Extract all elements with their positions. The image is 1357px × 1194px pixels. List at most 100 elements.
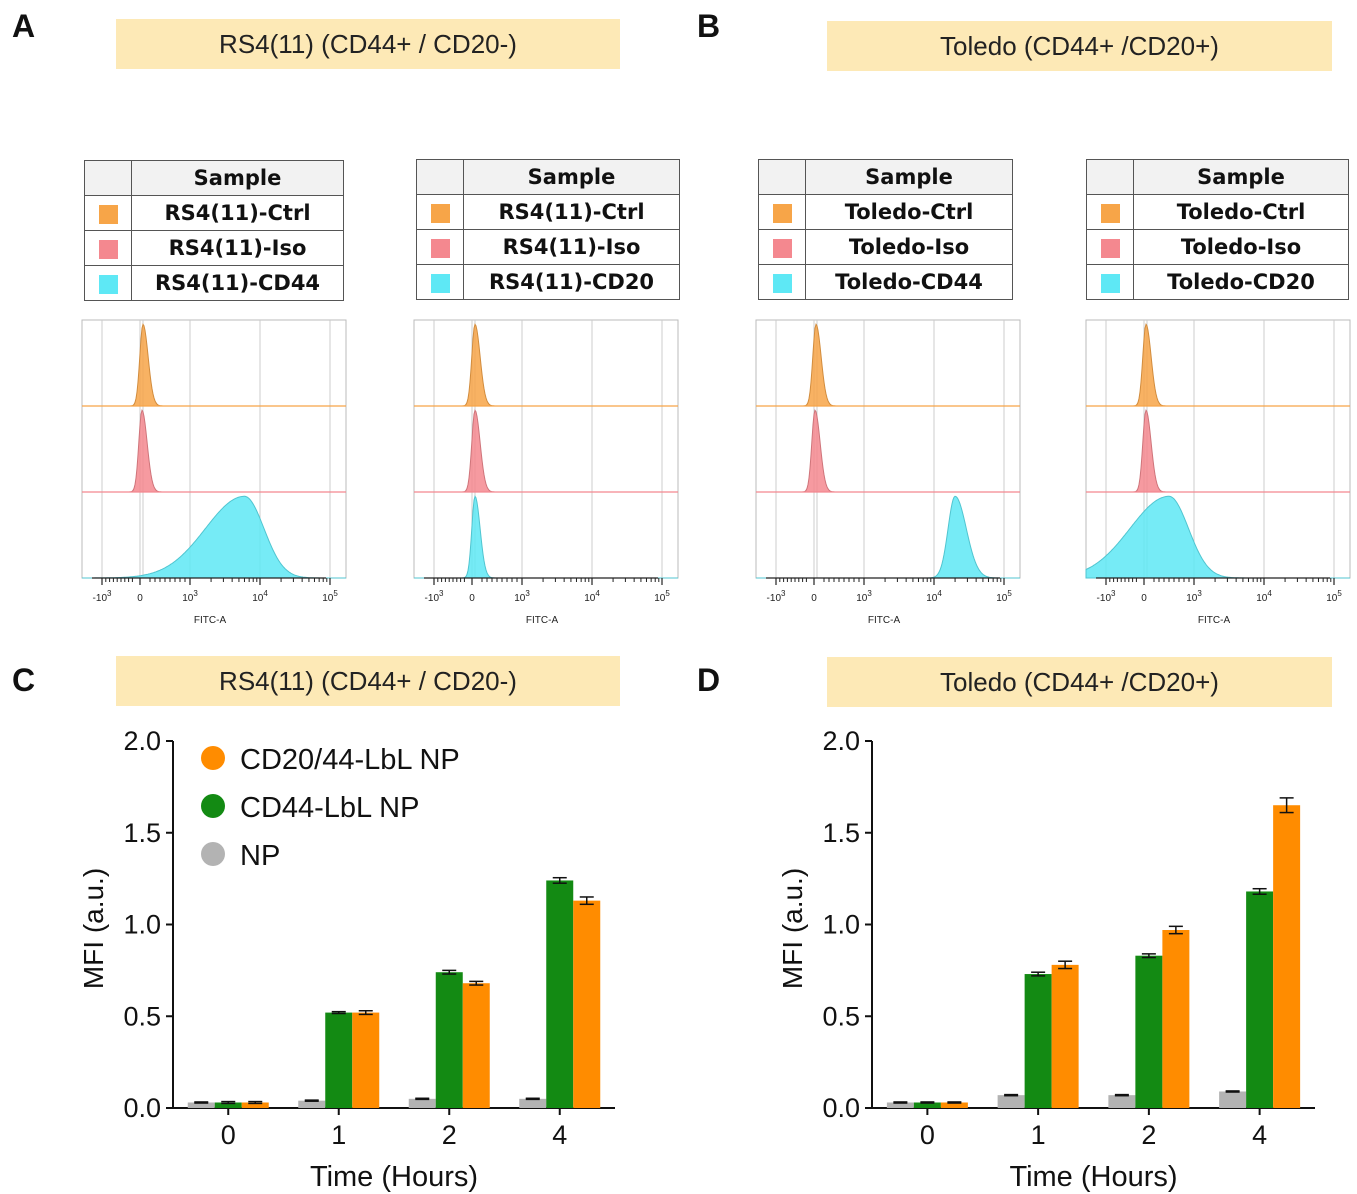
histogram-toledo-cd20: -103 0 103 104 105 FITC-A — [1085, 319, 1351, 626]
x-tick-label: 104 — [926, 589, 942, 604]
bar — [214, 1102, 242, 1108]
histogram-plot: -103 0 103 104 105 FITC-A — [755, 319, 1021, 626]
swatch-ctrl — [1100, 203, 1120, 223]
plot-frame — [413, 319, 679, 579]
x-axis-label: FITC-A — [868, 615, 901, 626]
sample-row: Toledo-Iso — [805, 229, 1013, 265]
swatch-cell — [1086, 229, 1134, 265]
bar — [913, 1102, 941, 1108]
y-tick-label: 1.0 — [822, 910, 860, 940]
sample-row: Toledo-Iso — [1133, 229, 1349, 265]
bar — [1051, 964, 1079, 1108]
swatch-header — [758, 159, 806, 195]
bar — [573, 900, 601, 1108]
y-tick-label: 0.0 — [822, 1093, 860, 1123]
swatch-cell — [1086, 264, 1134, 300]
bar — [1219, 1091, 1247, 1108]
swatch-cell — [84, 195, 132, 231]
x-tick-label: 0 — [137, 593, 143, 604]
legend-marker — [201, 842, 225, 866]
swatch-cell — [1086, 194, 1134, 230]
histogram-plot: -103 0 103 104 105 FITC-A — [413, 319, 679, 626]
x-tick-label: 104 — [584, 589, 600, 604]
legend-label: CD20/44-LbL NP — [240, 744, 460, 776]
bar — [1162, 930, 1190, 1108]
histogram-plot: -103 0 103 104 105 FITC-A — [1085, 319, 1351, 626]
x-tick-label: 104 — [1256, 589, 1272, 604]
x-tick-label: 104 — [252, 589, 268, 604]
swatch-header — [416, 159, 464, 195]
legend-marker — [201, 746, 225, 770]
swatch-iso — [98, 239, 118, 259]
swatch-cd — [98, 274, 118, 294]
swatch-cell — [416, 229, 464, 265]
bar — [298, 1100, 326, 1108]
swatch-ctrl — [98, 204, 118, 224]
x-tick-label: 103 — [182, 589, 198, 604]
panel-letter-a: A — [12, 8, 36, 44]
bar-chart-rs4: 0.0 0.5 1.0 1.5 2.0 MFI (a.u.) 0 1 2 4 Time (Hours… — [78, 726, 615, 1193]
swatch-cell — [758, 229, 806, 265]
y-tick-label: 2.0 — [123, 726, 161, 756]
legend-label: NP — [240, 840, 280, 872]
x-axis-label: FITC-A — [1198, 615, 1231, 626]
x-tick-label: 1 — [331, 1120, 346, 1150]
swatch-ctrl — [430, 203, 450, 223]
y-tick-label: 1.5 — [822, 818, 860, 848]
x-tick-label: 1 — [1031, 1120, 1046, 1150]
legend-marker — [201, 794, 225, 818]
x-tick-label: 105 — [1326, 589, 1342, 604]
x-axis-label: Time (Hours) — [310, 1161, 478, 1193]
swatch-ctrl — [772, 203, 792, 223]
x-tick-label: 4 — [552, 1120, 567, 1150]
x-tick-label: 103 — [1186, 589, 1202, 604]
bar — [546, 880, 574, 1108]
bar — [1108, 1095, 1136, 1108]
swatch-iso — [772, 238, 792, 258]
sample-row: RS4(11)-Ctrl — [131, 195, 344, 231]
bar — [940, 1102, 968, 1108]
sample-row: Toledo-Ctrl — [805, 194, 1013, 230]
swatch-cell — [84, 230, 132, 266]
y-tick-label: 0.5 — [123, 1001, 161, 1031]
banner-a: RS4(11) (CD44+ / CD20-) — [116, 19, 620, 69]
sample-row: RS4(11)-Iso — [131, 230, 344, 266]
bar-plot: 0.0 0.5 1.0 1.5 2.0 MFI (a.u.) 0 1 2 4 Time (Hours… — [777, 726, 1315, 1193]
table-header: Sample — [805, 159, 1013, 195]
x-tick-label: 105 — [996, 589, 1012, 604]
banner-d: Toledo (CD44+ /CD20+) — [827, 657, 1332, 707]
x-tick-label: -103 — [767, 589, 786, 604]
panel-letter-d: D — [697, 662, 721, 698]
legend-label: CD44-LbL NP — [240, 792, 419, 824]
bar — [1024, 974, 1052, 1108]
histogram-rs4-cd44: -103 0 103 104 105 FITC-A — [81, 319, 347, 626]
swatch-cell — [84, 265, 132, 301]
y-tick-label: 1.0 — [123, 910, 161, 940]
swatch-header — [84, 160, 132, 196]
sample-row: RS4(11)-Iso — [463, 229, 680, 265]
bar — [519, 1098, 547, 1108]
bar — [187, 1102, 215, 1108]
swatch-header — [1086, 159, 1134, 195]
x-axis-label: FITC-A — [526, 615, 559, 626]
panel-letter-b: B — [697, 8, 721, 44]
bar — [1246, 891, 1274, 1108]
bar — [241, 1102, 269, 1108]
sample-table-3: Sample Toledo-Ctrl Toledo-Iso Toledo-CD4… — [758, 159, 1013, 300]
bar — [435, 972, 463, 1108]
x-tick-label: 103 — [856, 589, 872, 604]
bar — [408, 1098, 436, 1108]
x-axis-label: Time (Hours) — [1009, 1161, 1177, 1193]
swatch-cell — [416, 264, 464, 300]
x-tick-label: 0 — [920, 1120, 935, 1150]
sample-table-4: Sample Toledo-Ctrl Toledo-Iso Toledo-CD2… — [1086, 159, 1349, 300]
bar — [1135, 955, 1163, 1108]
bar — [325, 1012, 353, 1108]
sample-row: RS4(11)-Ctrl — [463, 194, 680, 230]
sample-row: RS4(11)-CD44 — [131, 265, 344, 301]
x-tick-label: 0 — [811, 593, 817, 604]
x-tick-label: 105 — [322, 589, 338, 604]
x-axis-label: FITC-A — [194, 615, 227, 626]
banner-c: RS4(11) (CD44+ / CD20-) — [116, 656, 620, 706]
swatch-cd — [772, 273, 792, 293]
